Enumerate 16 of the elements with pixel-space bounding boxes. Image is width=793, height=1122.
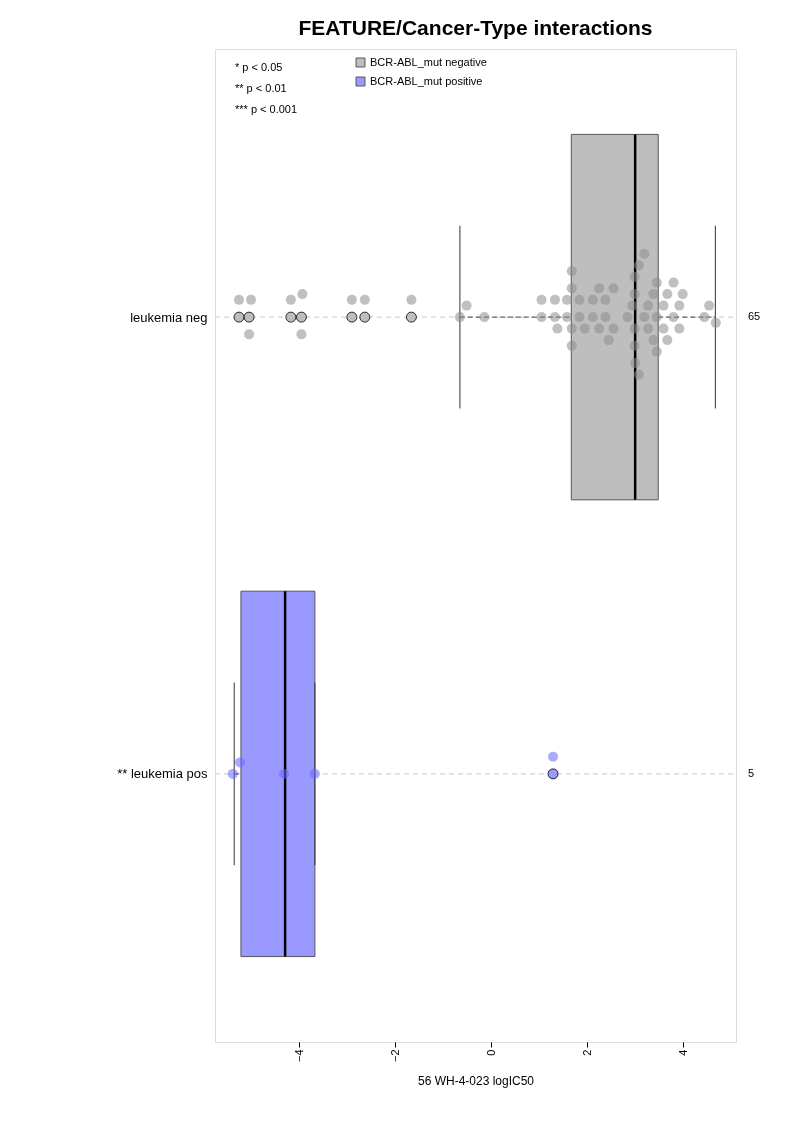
annotation: *** p < 0.001 xyxy=(235,103,298,115)
y-tick-label: ** leukemia pos xyxy=(117,766,208,782)
y2-tick-label: 5 xyxy=(748,766,755,779)
annotation: ** p < 0.01 xyxy=(235,82,287,94)
x-tick-label: 0 xyxy=(484,1049,497,1056)
legend-label: BCR-ABL_mut positive xyxy=(370,74,483,87)
x-tick-label: 4 xyxy=(676,1049,689,1056)
y-tick-label: leukemia neg xyxy=(130,309,208,325)
chart-title: FEATURE/Cancer-Type interactions xyxy=(298,16,653,39)
x-axis-title: 56 WH-4-023 logIC50 xyxy=(417,1074,535,1089)
x-tick-label: −4 xyxy=(292,1049,305,1063)
y2-tick-label: 65 xyxy=(748,310,761,323)
x-tick-label: 2 xyxy=(580,1049,593,1056)
x-tick-label: −2 xyxy=(388,1049,401,1063)
legend-label: BCR-ABL_mut negative xyxy=(370,55,487,68)
annotation: * p < 0.05 xyxy=(235,61,283,73)
